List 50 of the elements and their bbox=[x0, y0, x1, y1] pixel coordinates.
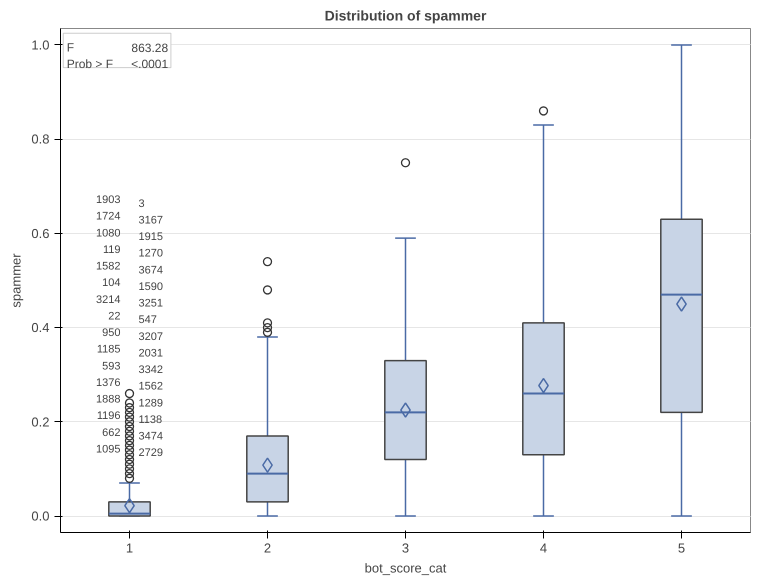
annotation: 1582 bbox=[96, 260, 121, 273]
annotation: 1915 bbox=[138, 231, 163, 244]
annotation: 2031 bbox=[138, 347, 163, 360]
annotation: 3251 bbox=[138, 298, 163, 310]
annotation: 547 bbox=[138, 314, 157, 326]
annotation: 1196 bbox=[96, 410, 121, 422]
annotation: 1185 bbox=[96, 344, 121, 356]
y-tick-label: 0.8 bbox=[31, 132, 50, 147]
annotation: 3474 bbox=[138, 430, 163, 443]
y-tick-label: 1.0 bbox=[31, 37, 50, 52]
annotation: 1270 bbox=[138, 248, 163, 260]
annotation: 3214 bbox=[96, 294, 121, 306]
annotation: 22 bbox=[108, 310, 121, 322]
y-tick-label: 0.0 bbox=[31, 508, 50, 524]
annotation: 3 bbox=[138, 198, 145, 210]
x-tick-label: 5 bbox=[678, 540, 686, 556]
annotation: 1138 bbox=[138, 414, 162, 426]
x-tick-label: 4 bbox=[540, 540, 548, 556]
annotation: 1903 bbox=[96, 194, 121, 206]
annotation: 104 bbox=[102, 277, 121, 290]
annotation: 950 bbox=[102, 327, 121, 340]
annotation: 3342 bbox=[138, 364, 163, 376]
x-tick-label: 2 bbox=[264, 540, 272, 556]
annotation: 2729 bbox=[138, 447, 163, 460]
annotation: 3674 bbox=[138, 264, 163, 276]
annotation: 662 bbox=[102, 426, 121, 439]
y-tick-label: 0.6 bbox=[31, 226, 50, 241]
chart-title: Distribution of spammer bbox=[324, 8, 487, 24]
annotation: <.0001 bbox=[131, 56, 168, 71]
annotation: 3207 bbox=[138, 330, 163, 343]
annotation: 863.28 bbox=[131, 40, 168, 55]
annotation: 1590 bbox=[138, 280, 163, 293]
annotation: Prob > F bbox=[66, 56, 114, 71]
annotation: 593 bbox=[102, 360, 121, 372]
annotation: 1376 bbox=[96, 376, 121, 389]
annotation: 1095 bbox=[96, 443, 121, 456]
annotation: 1724 bbox=[96, 210, 121, 223]
annotation: 1289 bbox=[138, 397, 163, 410]
annotation: F bbox=[66, 40, 74, 54]
y-axis-title: spammer bbox=[8, 252, 24, 308]
annotation: 3167 bbox=[138, 214, 163, 226]
annotation: 119 bbox=[102, 244, 121, 256]
x-tick-label: 3 bbox=[402, 540, 410, 556]
y-tick-label: 0.2 bbox=[31, 414, 50, 430]
annotation: 1080 bbox=[96, 227, 121, 240]
x-tick-label: 1 bbox=[126, 540, 134, 556]
annotation: 1562 bbox=[138, 380, 163, 393]
y-tick-label: 0.4 bbox=[31, 320, 50, 336]
x-axis-title: bot_score_cat bbox=[364, 560, 447, 576]
annotation: 1888 bbox=[96, 394, 121, 406]
